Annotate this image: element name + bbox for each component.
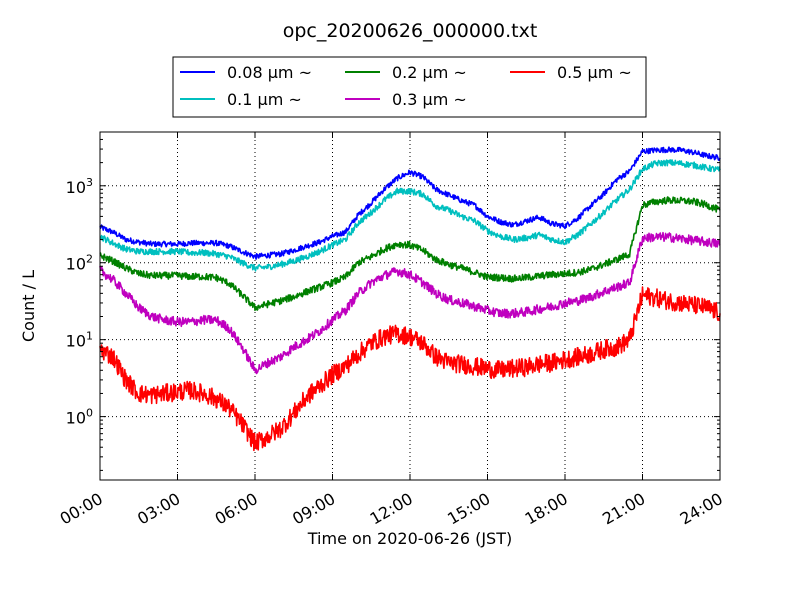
y-tick-label: 102 (66, 253, 93, 274)
legend-label: 0.3 μm ~ (392, 90, 467, 109)
chart-title: opc_20200626_000000.txt (283, 20, 538, 42)
x-axis-label: Time on 2020-06-26 (JST) (307, 529, 512, 548)
series-lines (99, 146, 721, 452)
legend-label: 0.1 μm ~ (227, 90, 302, 109)
x-tick-label: 15:00 (444, 489, 493, 529)
series-line (99, 196, 721, 312)
x-tick-label: 18:00 (522, 489, 571, 529)
y-axis-label: Count / L (19, 270, 38, 342)
legend-box (172, 56, 647, 118)
x-tick-label: 03:00 (134, 489, 183, 529)
legend: 0.08 μm ~ 0.1 μm ~ 0.2 μm ~ 0.3 μm ~ 0.5 μm … (172, 56, 647, 118)
x-tick-label: 12:00 (367, 489, 416, 529)
x-tick-label: 24:00 (677, 489, 726, 529)
legend-label: 0.5 μm ~ (557, 63, 632, 82)
y-tick-label: 101 (66, 330, 93, 351)
axis-ticks (99, 131, 721, 480)
x-tick-label: 00:00 (57, 489, 106, 529)
series-line (99, 146, 721, 260)
y-tick-labels: 100 101 102 103 (66, 176, 93, 428)
legend-label: 0.2 μm ~ (392, 63, 467, 82)
series-line (99, 159, 721, 272)
y-tick-label: 100 (66, 407, 93, 428)
series-line (99, 231, 721, 375)
grid-lines (100, 132, 720, 480)
x-tick-label: 06:00 (212, 489, 261, 529)
series-line (99, 286, 721, 452)
x-tick-label: 09:00 (289, 489, 338, 529)
y-tick-label: 103 (66, 176, 93, 197)
x-tick-labels: 00:00 03:00 06:00 09:00 12:00 15:00 18:00 21:00… (57, 489, 726, 529)
legend-label: 0.08 μm ~ (227, 63, 312, 82)
x-tick-label: 21:00 (599, 489, 648, 529)
